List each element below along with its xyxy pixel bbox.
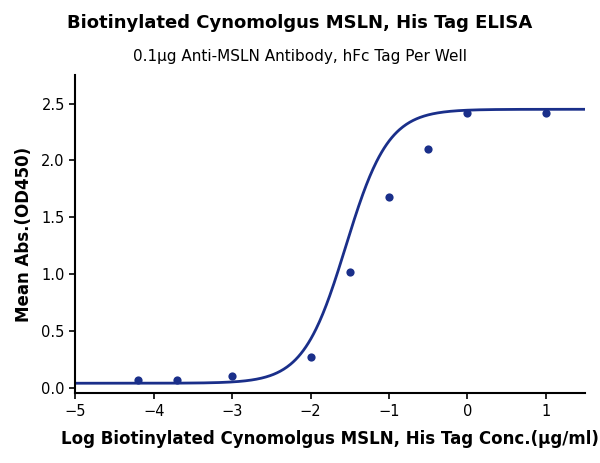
Point — [424, 145, 433, 153]
Y-axis label: Mean Abs.(OD450): Mean Abs.(OD450) — [15, 147, 33, 322]
Text: Biotinylated Cynomolgus MSLN, His Tag ELISA: Biotinylated Cynomolgus MSLN, His Tag EL… — [67, 14, 533, 32]
Point — [227, 373, 237, 380]
Point — [133, 376, 143, 383]
Point — [463, 109, 472, 116]
Text: 0.1μg Anti-MSLN Antibody, hFc Tag Per Well: 0.1μg Anti-MSLN Antibody, hFc Tag Per We… — [133, 49, 467, 63]
Point — [306, 353, 316, 361]
Point — [541, 109, 551, 116]
Point — [345, 268, 355, 275]
X-axis label: Log Biotinylated Cynomolgus MSLN, His Tag Conc.(μg/ml): Log Biotinylated Cynomolgus MSLN, His Ta… — [61, 430, 599, 448]
Point — [384, 193, 394, 200]
Point — [172, 376, 182, 383]
